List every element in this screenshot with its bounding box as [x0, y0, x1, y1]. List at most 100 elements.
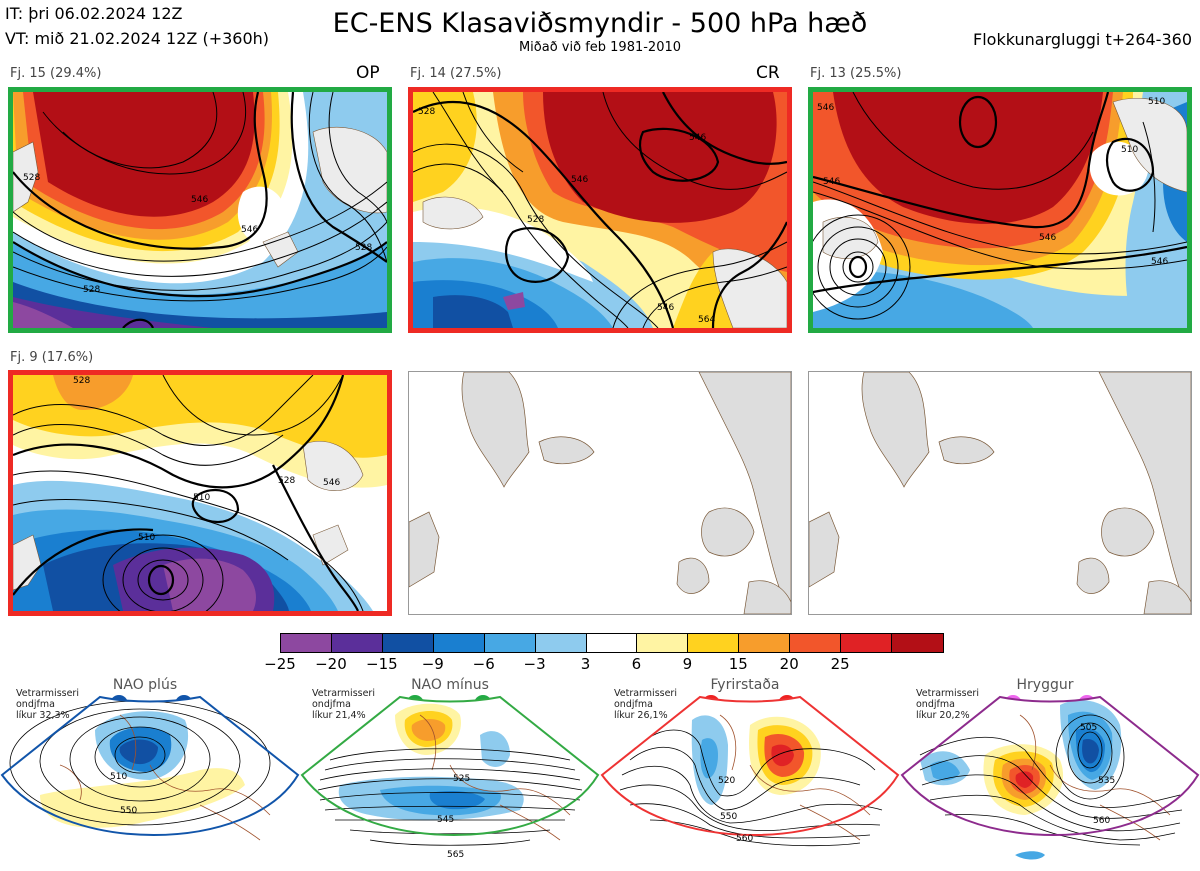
page-title: EC-ENS Klasaviðsmyndir - 500 hPa hæð [332, 8, 868, 39]
colorbar-tick-label: −25 [264, 655, 296, 673]
colorbar-swatch [484, 634, 536, 652]
contour-label: 505 [1080, 723, 1097, 733]
panel-3-label: Fj. 13 (25.5%) [810, 66, 902, 81]
colorbar-tick-label: −6 [472, 655, 495, 673]
empty-map-6 [809, 372, 1191, 614]
regime-note-line: Vetrarmisseri [916, 688, 979, 699]
contour-label: 550 [720, 812, 737, 822]
regime-nao-plus: NAO plús Vetrarmisseri ondjfma líkur 32,… [0, 675, 300, 871]
classification-window: Flokkunargluggi t+264-360 [973, 30, 1192, 49]
regime-nao-minus: NAO mínus Vetrarmisseri ondjfma líkur 21… [300, 675, 600, 871]
colorbar-tick-label: −20 [315, 655, 347, 673]
colorbar-tick-label: 9 [682, 655, 693, 673]
panel-4-label: Fj. 9 (17.6%) [10, 350, 94, 365]
cluster-panel-1: 528 546 528 528 546 [8, 87, 392, 333]
page-subtitle: Miðað við feb 1981-2010 [518, 40, 682, 55]
regime-title: NAO plús [112, 677, 178, 693]
contour-label: 546 [657, 303, 674, 313]
contour-label: 545 [437, 815, 454, 825]
anomaly-colorbar [280, 633, 944, 653]
colorbar-swatch [331, 634, 383, 652]
contour-label: 560 [736, 834, 753, 844]
contour-label: 546 [571, 175, 588, 185]
contour-label: 510 [138, 533, 155, 543]
regime-map: 505 535 560 [900, 695, 1200, 860]
colorbar-swatch [637, 634, 689, 652]
colorbar-swatch [790, 634, 842, 652]
contour-label: 528 [418, 107, 435, 117]
valid-time: VT: mið 21.02.2024 12Z (+360h) [5, 29, 270, 48]
contour-label: 546 [823, 177, 840, 187]
cluster-map-3: 546 546 546 510 546 510 [813, 92, 1187, 328]
contour-label: 546 [241, 225, 258, 235]
colorbar-swatch [535, 634, 587, 652]
regime-blocking: Fyrirstaða Vetrarmisseri ondjfma líkur 2… [600, 675, 900, 871]
empty-map-5 [409, 372, 791, 614]
empty-panel-6 [808, 371, 1192, 615]
regime-title: NAO mínus [411, 677, 489, 693]
regime-ridge: Hryggur Vetrarmisseri ondjfma líkur 20,2… [900, 675, 1200, 871]
contour-label: 525 [453, 774, 470, 784]
cluster-panel-3: 546 546 546 510 546 510 [808, 87, 1192, 333]
colorbar-tick-label: −9 [421, 655, 444, 673]
contour-label: 565 [447, 850, 464, 860]
init-time: IT: þri 06.02.2024 12Z [5, 4, 183, 23]
contour-label: 528 [73, 376, 90, 386]
contour-label: 510 [1148, 97, 1165, 107]
contour-label: 550 [120, 806, 137, 816]
regime-map: 510 550 [0, 695, 300, 841]
panel-1-label: Fj. 15 (29.4%) [10, 66, 102, 81]
colorbar-swatch [433, 634, 485, 652]
empty-panel-5 [408, 371, 792, 615]
contour-label: 560 [1093, 816, 1110, 826]
contour-label: 510 [110, 772, 127, 782]
colorbar-swatch [841, 634, 893, 652]
regime-note-line: líkur 21,4% [312, 710, 366, 721]
panel-2-label: Fj. 14 (27.5%) [410, 66, 502, 81]
colorbar-tick-label: 15 [728, 655, 748, 673]
contour-label: 520 [718, 776, 735, 786]
contour-label: 528 [355, 243, 372, 253]
contour-label: 528 [83, 285, 100, 295]
panel-1-tag: OP [356, 63, 380, 83]
cluster-panel-2: 528 546 546 528 546 564 [408, 87, 792, 333]
regime-note-line: ondjfma [614, 699, 653, 710]
cluster-panel-4: 528 510 510 546 528 [8, 370, 392, 616]
contour-label: 564 [698, 315, 715, 325]
contour-label: 546 [191, 195, 208, 205]
regime-title: Hryggur [1016, 677, 1074, 693]
contour-label: 546 [817, 103, 834, 113]
colorbar-swatch [382, 634, 434, 652]
colorbar-tick-label: 3 [580, 655, 591, 673]
contour-label: 546 [1151, 257, 1168, 267]
contour-label: 546 [689, 133, 706, 143]
regime-note-line: líkur 20,2% [916, 710, 970, 721]
regime-note-line: líkur 32,3% [16, 710, 70, 721]
colorbar-tick-label: −3 [523, 655, 546, 673]
colorbar-labels: −25 −20 −15 −9 −6 −3 3 6 9 15 20 25 [260, 655, 960, 675]
contour-label: 510 [1121, 145, 1138, 155]
colorbar-swatch [281, 634, 332, 652]
colorbar-tick-label: 25 [830, 655, 850, 673]
colorbar-tick-label: 20 [779, 655, 799, 673]
colorbar-tick-label: −15 [366, 655, 398, 673]
cluster-map-4: 528 510 510 546 528 [13, 375, 387, 611]
cluster-map-1: 528 546 528 528 546 [13, 92, 387, 328]
regime-title: Fyrirstaða [710, 677, 780, 693]
contour-label: 528 [527, 215, 544, 225]
regime-note-line: ondjfma [312, 699, 351, 710]
colorbar-swatch [892, 634, 943, 652]
colorbar-swatch [688, 634, 740, 652]
contour-label: 528 [278, 476, 295, 486]
contour-label: 546 [323, 478, 340, 488]
regime-map: 520 550 560 [600, 695, 900, 847]
regime-note-line: Vetrarmisseri [614, 688, 677, 699]
regime-note-line: Vetrarmisseri [16, 688, 79, 699]
regime-note-line: líkur 26,1% [614, 710, 668, 721]
regime-note-line: ondjfma [16, 699, 55, 710]
colorbar-swatch [586, 634, 638, 652]
contour-label: 528 [23, 173, 40, 183]
contour-label: 510 [193, 493, 210, 503]
colorbar-swatch [739, 634, 791, 652]
cluster-map-2: 528 546 546 528 546 564 [413, 92, 787, 328]
